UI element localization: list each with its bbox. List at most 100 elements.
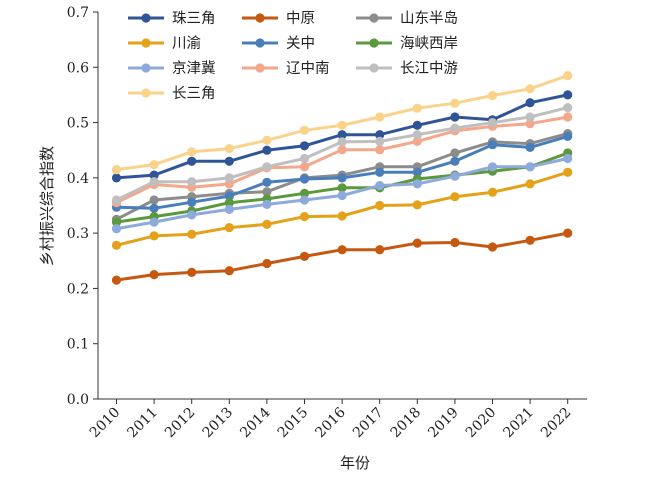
x-tick-label: 2014 xyxy=(237,404,274,441)
legend-entry: 中原 xyxy=(242,10,315,27)
data-point xyxy=(187,156,197,166)
data-point xyxy=(487,118,498,128)
legend-label: 辽中南 xyxy=(286,60,330,77)
y-tick-label: 0.3 xyxy=(67,226,89,242)
data-point xyxy=(111,165,122,175)
data-point xyxy=(450,98,460,108)
legend-entry: 山东半岛 xyxy=(356,10,458,27)
data-point xyxy=(224,223,234,233)
data-point xyxy=(299,141,310,151)
data-point xyxy=(337,130,347,140)
data-point xyxy=(187,197,197,207)
data-point xyxy=(525,179,535,189)
data-point xyxy=(337,183,347,193)
data-point xyxy=(111,217,122,227)
data-point xyxy=(149,203,159,213)
data-point xyxy=(525,119,535,129)
data-point xyxy=(375,200,385,211)
data-point xyxy=(450,237,460,248)
legend-label: 珠三角 xyxy=(172,10,216,27)
data-point xyxy=(149,231,159,241)
x-tick-label: 2013 xyxy=(200,405,237,442)
data-point xyxy=(412,179,422,189)
series-5 xyxy=(111,131,573,213)
data-point xyxy=(375,167,385,177)
series-7 xyxy=(111,153,573,234)
legend-entry: 川渝 xyxy=(128,35,201,52)
data-point xyxy=(149,195,159,205)
x-tick-label: 2010 xyxy=(87,405,124,442)
series-line xyxy=(116,231,568,282)
data-point xyxy=(563,153,573,164)
data-point xyxy=(262,135,272,145)
x-tick-label: 2011 xyxy=(124,405,161,442)
data-point xyxy=(450,112,460,122)
legend-label: 长江中游 xyxy=(400,60,458,77)
legend-swatch-marker xyxy=(369,63,379,73)
legend-swatch-marker xyxy=(369,38,379,48)
x-tick-label: 2012 xyxy=(162,405,199,442)
legend-swatch-marker xyxy=(141,88,151,98)
x-tick-label: 2018 xyxy=(388,405,425,442)
data-point xyxy=(299,153,310,164)
y-tick-label: 0.0 xyxy=(67,392,89,408)
data-point xyxy=(299,162,310,172)
x-tick-label: 2020 xyxy=(463,405,500,442)
data-point xyxy=(262,199,272,209)
data-point xyxy=(149,270,159,280)
data-point xyxy=(299,174,310,184)
data-point xyxy=(563,71,573,81)
series-2 xyxy=(111,228,573,285)
legend-entry: 京津冀 xyxy=(128,60,216,77)
legend-label: 山东半岛 xyxy=(400,10,458,27)
data-point xyxy=(262,258,272,269)
data-point xyxy=(262,177,272,187)
data-point xyxy=(224,266,234,276)
legend-swatch-marker xyxy=(255,38,265,48)
data-point xyxy=(111,275,122,285)
legend-swatch-marker xyxy=(255,13,265,23)
data-point xyxy=(224,191,234,201)
data-point xyxy=(262,187,272,197)
data-point xyxy=(487,242,498,252)
data-point xyxy=(337,173,347,183)
data-point xyxy=(299,188,310,198)
data-point xyxy=(412,238,422,248)
data-point xyxy=(563,112,573,122)
data-point xyxy=(299,125,310,135)
data-point xyxy=(149,170,159,180)
legend-label: 关中 xyxy=(286,35,315,52)
legend-swatch-marker xyxy=(141,13,151,23)
data-point xyxy=(375,112,385,122)
data-point xyxy=(187,210,197,220)
series-layer xyxy=(111,71,573,285)
data-point xyxy=(187,177,197,187)
x-tick-label: 2017 xyxy=(350,405,387,442)
data-point xyxy=(111,224,122,234)
x-tick-label: 2015 xyxy=(275,405,312,442)
data-point xyxy=(262,162,272,172)
data-point xyxy=(487,187,498,197)
data-point xyxy=(563,167,573,177)
data-point xyxy=(487,90,498,101)
data-point xyxy=(450,192,460,202)
legend-entry: 珠三角 xyxy=(128,10,216,27)
data-point xyxy=(299,251,310,261)
data-point xyxy=(563,131,573,141)
legend-label: 川渝 xyxy=(172,35,201,52)
data-point xyxy=(149,177,159,187)
series-4 xyxy=(111,167,573,250)
data-point xyxy=(412,200,422,210)
data-point xyxy=(487,162,498,172)
data-point xyxy=(525,162,535,172)
data-point xyxy=(375,136,385,146)
data-point xyxy=(375,181,385,191)
data-point xyxy=(525,112,535,122)
legend-swatch-marker xyxy=(255,63,265,73)
legend-entry: 辽中南 xyxy=(242,60,330,77)
data-point xyxy=(337,145,347,155)
y-tick-label: 0.7 xyxy=(67,5,89,21)
data-point xyxy=(450,171,460,181)
